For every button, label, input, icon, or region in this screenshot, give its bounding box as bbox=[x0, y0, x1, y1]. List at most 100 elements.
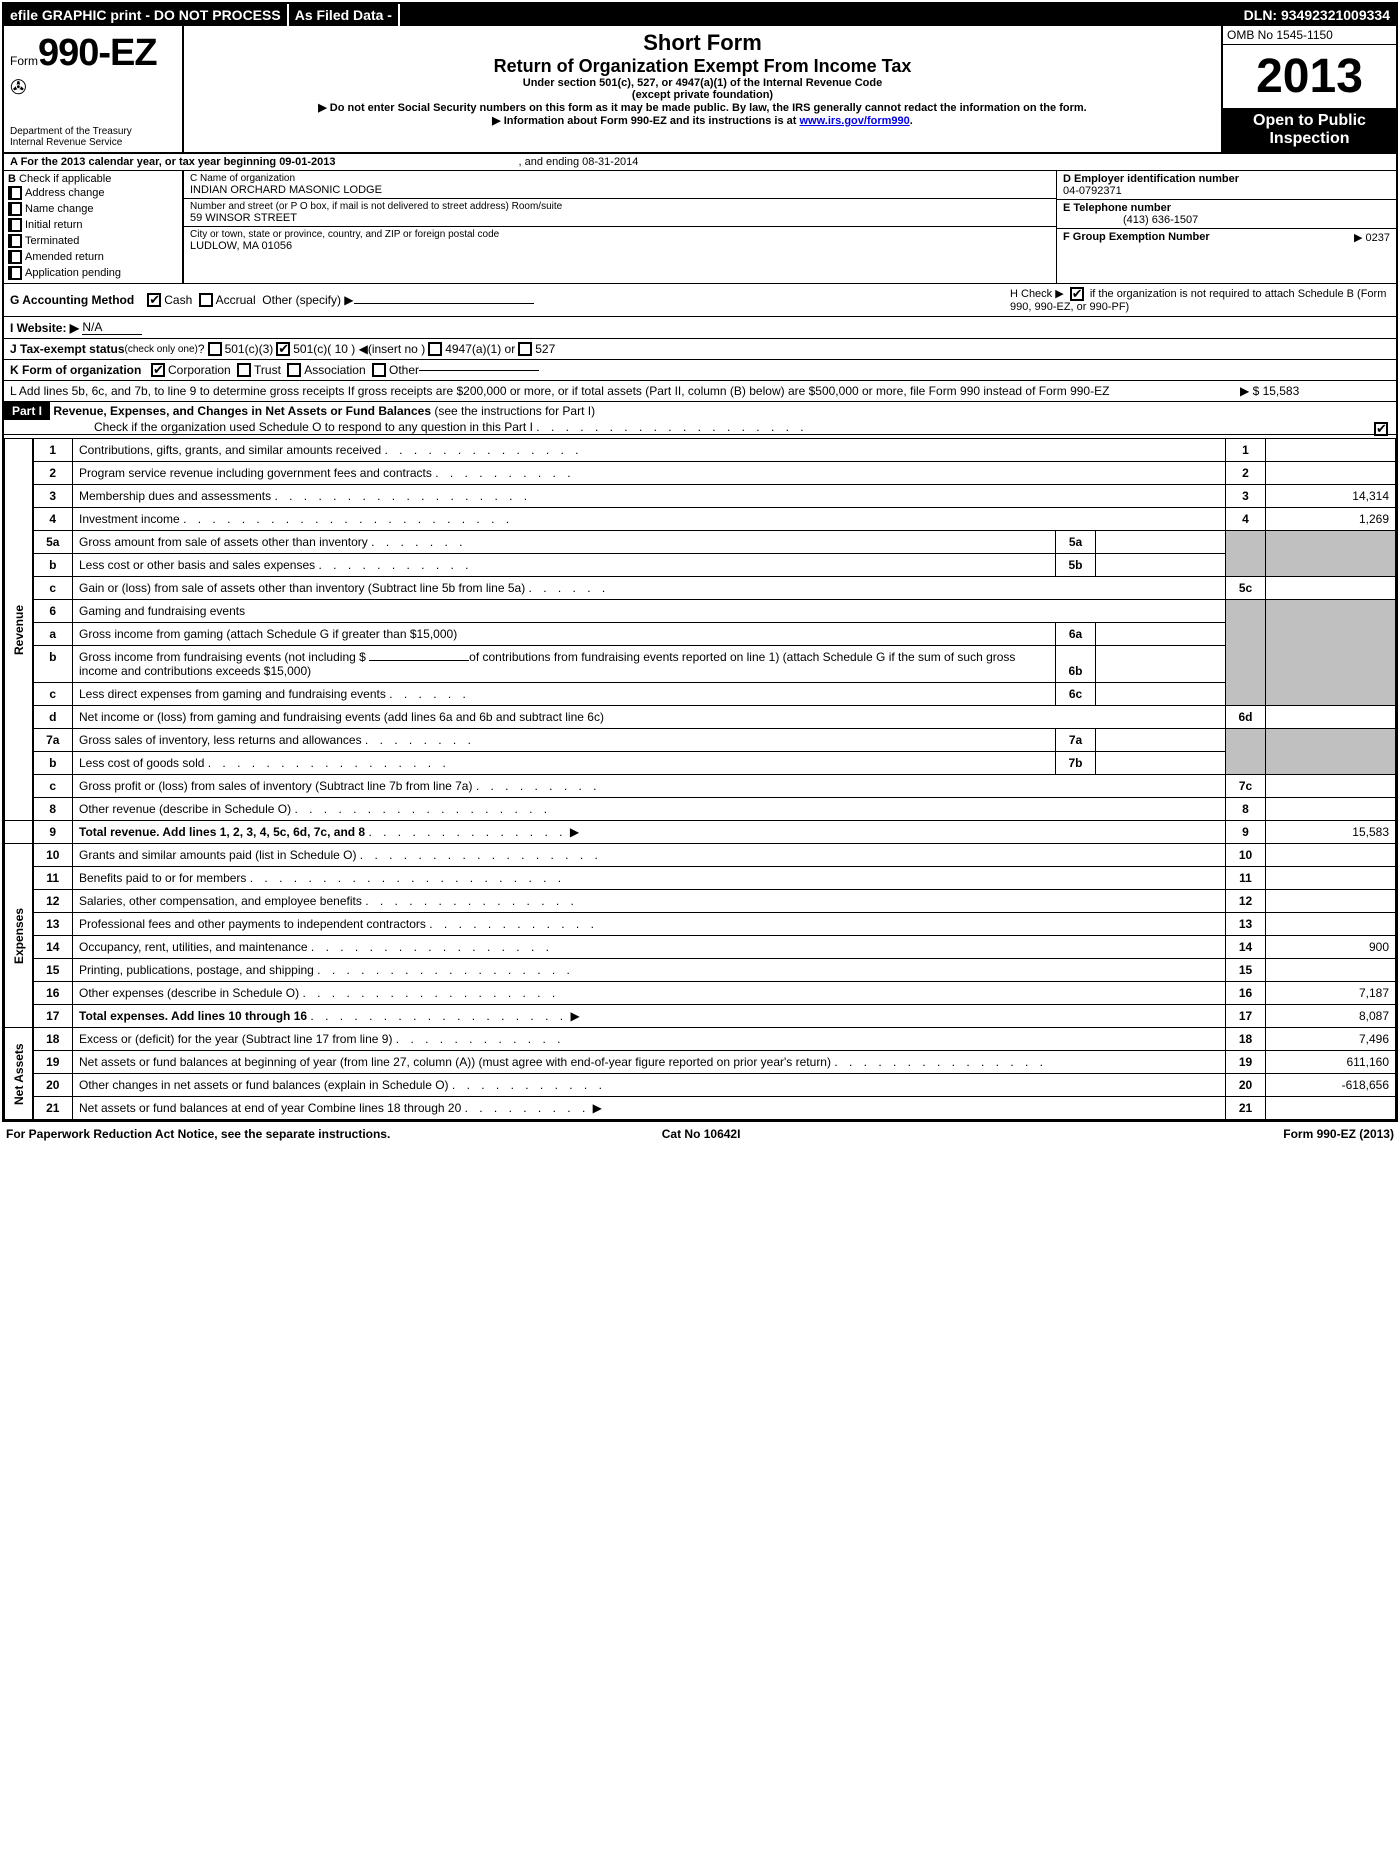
line-j: J Tax-exempt status(check only one)? 501… bbox=[4, 339, 1396, 360]
row-10: Expenses10Grants and similar amounts pai… bbox=[5, 844, 1396, 867]
row-18: Net Assets18Excess or (deficit) for the … bbox=[5, 1028, 1396, 1051]
form-number: 990-EZ bbox=[38, 32, 157, 74]
footer-mid: Cat No 10642I bbox=[662, 1127, 741, 1141]
row-4: 4Investment income . . . . . . . . . . .… bbox=[5, 508, 1396, 531]
chk-schedule-o[interactable] bbox=[1374, 422, 1388, 436]
form-prefix: Form bbox=[10, 54, 38, 68]
row-1: Revenue 1 Contributions, gifts, grants, … bbox=[5, 439, 1396, 462]
line-g-h: G Accounting Method Cash Accrual Other (… bbox=[4, 284, 1396, 317]
street-label: Number and street (or P O box, if mail i… bbox=[190, 201, 1050, 212]
row-21: 21Net assets or fund balances at end of … bbox=[5, 1097, 1396, 1120]
header-mid: Short Form Return of Organization Exempt… bbox=[184, 26, 1221, 152]
form-header: Form990-EZ ✇ Department of the Treasury … bbox=[4, 26, 1396, 154]
row-7a: 7aGross sales of inventory, less returns… bbox=[5, 729, 1396, 752]
row-5a: 5aGross amount from sale of assets other… bbox=[5, 531, 1396, 554]
chk-501c3[interactable] bbox=[208, 342, 222, 356]
chk-501c[interactable] bbox=[276, 342, 290, 356]
row-16: 16Other expenses (describe in Schedule O… bbox=[5, 982, 1396, 1005]
row-a: A For the 2013 calendar year, or tax yea… bbox=[4, 154, 1396, 171]
irs-link[interactable]: www.irs.gov/form990 bbox=[800, 115, 910, 127]
amt-18: 7,496 bbox=[1266, 1028, 1396, 1051]
row-6: 6Gaming and fundraising events bbox=[5, 600, 1396, 623]
subtitle-1: Under section 501(c), 527, or 4947(a)(1)… bbox=[192, 77, 1213, 89]
chk-address-change[interactable]: Address change bbox=[8, 185, 178, 201]
row-5b: bLess cost or other basis and sales expe… bbox=[5, 554, 1396, 577]
group-val: ▶ 0237 bbox=[1354, 231, 1390, 244]
row-8: 8Other revenue (describe in Schedule O) … bbox=[5, 798, 1396, 821]
row-17: 17Total expenses. Add lines 10 through 1… bbox=[5, 1005, 1396, 1028]
address-block: B Check if applicable Address change Nam… bbox=[4, 171, 1396, 284]
chk-schedule-b[interactable] bbox=[1070, 287, 1084, 301]
city-label: City or town, state or province, country… bbox=[190, 229, 1050, 240]
row-9: 9Total revenue. Add lines 1, 2, 3, 4, 5c… bbox=[5, 821, 1396, 844]
form-container: efile GRAPHIC print - DO NOT PROCESS As … bbox=[2, 2, 1398, 1122]
amt-3: 14,314 bbox=[1266, 485, 1396, 508]
website: N/A bbox=[82, 320, 142, 335]
header-right: OMB No 1545-1150 2013 Open to Public Ins… bbox=[1221, 26, 1396, 152]
amt-14: 900 bbox=[1266, 936, 1396, 959]
amt-17: 8,087 bbox=[1266, 1005, 1396, 1028]
line-l: L Add lines 5b, 6c, and 7b, to line 9 to… bbox=[4, 381, 1396, 402]
line-k: K Form of organization Corporation Trust… bbox=[4, 360, 1396, 381]
street: 59 WINSOR STREET bbox=[190, 212, 1050, 224]
footer-left: For Paperwork Reduction Act Notice, see … bbox=[6, 1127, 390, 1141]
dept-2: Internal Revenue Service bbox=[10, 137, 132, 148]
chk-527[interactable] bbox=[518, 342, 532, 356]
ein-label: D Employer identification number bbox=[1063, 173, 1239, 185]
chk-initial-return[interactable]: Initial return bbox=[8, 217, 178, 233]
dept-1: Department of the Treasury bbox=[10, 126, 132, 137]
chk-trust[interactable] bbox=[237, 363, 251, 377]
row-3: 3Membership dues and assessments . . . .… bbox=[5, 485, 1396, 508]
main-title: Return of Organization Exempt From Incom… bbox=[192, 56, 1213, 77]
subtitle-2: (except private foundation) bbox=[192, 89, 1213, 101]
row-15: 15Printing, publications, postage, and s… bbox=[5, 959, 1396, 982]
header-left: Form990-EZ ✇ Department of the Treasury … bbox=[4, 26, 184, 152]
row-19: 19Net assets or fund balances at beginni… bbox=[5, 1051, 1396, 1074]
box-c: C Name of organization INDIAN ORCHARD MA… bbox=[184, 171, 1056, 283]
dln: DLN: 93492321009334 bbox=[1238, 4, 1396, 26]
box-b: B Check if applicable Address change Nam… bbox=[4, 171, 184, 283]
chk-other[interactable] bbox=[372, 363, 386, 377]
row-7c: cGross profit or (loss) from sales of in… bbox=[5, 775, 1396, 798]
omb-number: OMB No 1545-1150 bbox=[1223, 26, 1396, 45]
row-12: 12Salaries, other compensation, and empl… bbox=[5, 890, 1396, 913]
chk-terminated[interactable]: Terminated bbox=[8, 233, 178, 249]
chk-assoc[interactable] bbox=[287, 363, 301, 377]
chk-cash[interactable] bbox=[147, 293, 161, 307]
side-expenses: Expenses bbox=[5, 844, 33, 1028]
org-name: INDIAN ORCHARD MASONIC LODGE bbox=[190, 184, 1050, 196]
part-i-table: Revenue 1 Contributions, gifts, grants, … bbox=[4, 438, 1396, 1120]
city: LUDLOW, MA 01056 bbox=[190, 240, 1050, 252]
chk-name-change[interactable]: Name change bbox=[8, 201, 178, 217]
row-11: 11Benefits paid to or for members . . . … bbox=[5, 867, 1396, 890]
row-6b: bGross income from fundraising events (n… bbox=[5, 646, 1396, 683]
row-13: 13Professional fees and other payments t… bbox=[5, 913, 1396, 936]
chk-pending[interactable]: Application pending bbox=[8, 265, 178, 281]
amt-16: 7,187 bbox=[1266, 982, 1396, 1005]
gross-receipts: ▶ $ 15,583 bbox=[1240, 384, 1390, 398]
chk-4947[interactable] bbox=[428, 342, 442, 356]
efile-notice: efile GRAPHIC print - DO NOT PROCESS bbox=[4, 4, 289, 26]
phone-label: E Telephone number bbox=[1063, 202, 1171, 214]
chk-amended[interactable]: Amended return bbox=[8, 249, 178, 265]
as-filed: As Filed Data - bbox=[289, 4, 400, 26]
open-public: Open to Public Inspection bbox=[1223, 108, 1396, 152]
tax-year: 2013 bbox=[1223, 45, 1396, 108]
row-20: 20Other changes in net assets or fund ba… bbox=[5, 1074, 1396, 1097]
ein: 04-0792371 bbox=[1063, 185, 1122, 197]
note-1: ▶ Do not enter Social Security numbers o… bbox=[192, 101, 1213, 114]
chk-corp[interactable] bbox=[151, 363, 165, 377]
top-bar: efile GRAPHIC print - DO NOT PROCESS As … bbox=[4, 4, 1396, 26]
row-7b: bLess cost of goods sold . . . . . . . .… bbox=[5, 752, 1396, 775]
row-6d: dNet income or (loss) from gaming and fu… bbox=[5, 706, 1396, 729]
amt-19: 611,160 bbox=[1266, 1051, 1396, 1074]
footer: For Paperwork Reduction Act Notice, see … bbox=[0, 1124, 1400, 1144]
org-name-label: C Name of organization bbox=[190, 173, 1050, 184]
note-2: ▶ Information about Form 990-EZ and its … bbox=[192, 114, 1213, 127]
row-14: 14Occupancy, rent, utilities, and mainte… bbox=[5, 936, 1396, 959]
amt-9: 15,583 bbox=[1266, 821, 1396, 844]
group-label: F Group Exemption Number bbox=[1063, 231, 1210, 243]
row-2: 2Program service revenue including gover… bbox=[5, 462, 1396, 485]
chk-accrual[interactable] bbox=[199, 293, 213, 307]
amt-4: 1,269 bbox=[1266, 508, 1396, 531]
